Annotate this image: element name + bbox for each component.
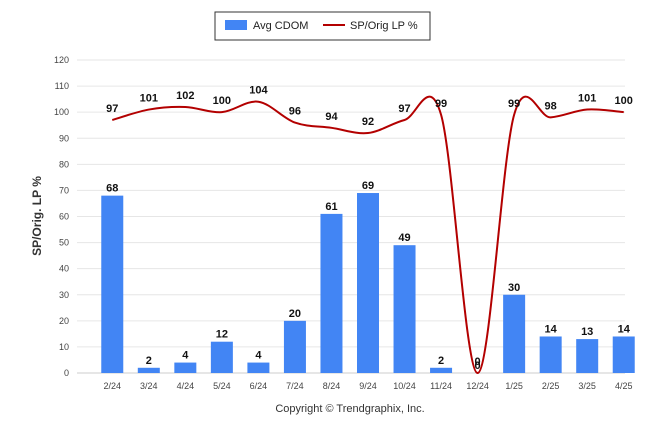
line-value-label: 100 [615, 95, 633, 107]
bar [174, 362, 197, 373]
line-value-label: 97 [106, 103, 118, 115]
bar-series [101, 193, 635, 373]
x-tick-label: 12/24 [466, 381, 489, 391]
line-value-label: 102 [176, 90, 194, 102]
bar-value-label: 4 [182, 350, 189, 362]
y-tick-label: 90 [59, 133, 69, 143]
bar [357, 193, 379, 373]
legend-line-label: SP/Orig LP % [350, 20, 418, 32]
bar-value-label: 20 [289, 308, 301, 320]
y-tick-label: 70 [59, 185, 69, 195]
line-value-label: 101 [578, 93, 596, 105]
x-tick-label: 2/25 [542, 381, 560, 391]
y-tick-label: 30 [59, 290, 69, 300]
y-tick-label: 110 [55, 81, 69, 91]
line-value-label: 99 [508, 98, 520, 110]
y-tick-label: 100 [54, 107, 69, 117]
bar [283, 320, 306, 373]
bar-value-label: 4 [255, 350, 262, 362]
x-tick-label: 3/24 [140, 381, 158, 391]
line-value-label: 101 [140, 93, 158, 105]
line-value-label: 99 [435, 98, 447, 110]
bar [612, 336, 635, 373]
bar-value-label: 14 [545, 323, 558, 335]
bar [247, 362, 270, 373]
x-tick-label: 3/25 [578, 381, 596, 391]
bar [210, 341, 233, 373]
y-axis-ticks: 0 10 20 30 40 50 60 70 80 90 100 110 120 [54, 55, 69, 378]
x-tick-label: 4/24 [177, 381, 195, 391]
bar-value-label: 61 [325, 201, 337, 213]
line-value-label: 98 [545, 100, 557, 112]
x-tick-label: 11/24 [430, 381, 452, 391]
x-tick-label: 10/24 [393, 381, 416, 391]
y-tick-label: 80 [59, 159, 69, 169]
y-tick-label: 50 [59, 238, 69, 248]
bar [137, 367, 160, 373]
bar-value-label: 2 [438, 355, 444, 367]
y-tick-label: 20 [59, 316, 69, 326]
line-series [111, 95, 624, 375]
bar [539, 336, 562, 373]
bar [430, 367, 453, 373]
grid [77, 59, 625, 374]
legend: Avg CDOM SP/Orig LP % [214, 11, 431, 41]
y-axis-title: SP/Orig. LP % [30, 176, 44, 256]
copyright-credit: Copyright © Trendgraphix, Inc. [275, 403, 424, 415]
x-tick-label: 8/24 [323, 381, 341, 391]
bar [576, 339, 599, 373]
x-tick-label: 5/24 [213, 381, 231, 391]
line-value-label: 97 [398, 103, 410, 115]
bar-value-label: 13 [581, 326, 593, 338]
legend-bar-swatch [225, 20, 247, 30]
bar-value-label: 68 [106, 183, 118, 195]
line-value-label: 94 [325, 111, 338, 123]
line-value-label: 100 [213, 95, 231, 107]
bar-value-label: 30 [508, 282, 520, 294]
line-value-label: 96 [289, 106, 301, 118]
bar-value-label: 2 [146, 355, 152, 367]
x-tick-label: 6/24 [250, 381, 268, 391]
x-axis-ticks: 2/24 3/24 4/24 5/24 6/24 7/24 8/24 9/24 10/24 11/… [104, 381, 633, 391]
y-tick-label: 10 [59, 342, 69, 352]
y-tick-label: 60 [59, 212, 69, 222]
bar [503, 294, 526, 373]
line-value-label: 104 [249, 85, 268, 97]
sp-orig-lp-line [111, 95, 624, 375]
x-tick-label: 2/24 [104, 381, 122, 391]
legend-box [214, 11, 431, 41]
bar-value-label: 12 [216, 329, 228, 341]
legend-bar-label: Avg CDOM [253, 20, 308, 32]
bar-value-label: 14 [618, 323, 631, 335]
bar [393, 245, 416, 373]
line-value-label: 92 [362, 116, 374, 128]
bar-value-label: 0 [475, 360, 481, 372]
bar-value-label: 69 [362, 180, 374, 192]
x-tick-label: 7/24 [286, 381, 304, 391]
x-tick-label: 4/25 [615, 381, 633, 391]
line-value-label: 0 [475, 356, 481, 368]
bar [320, 213, 343, 373]
y-tick-label: 40 [59, 264, 69, 274]
bar [101, 195, 124, 373]
y-tick-label: 0 [64, 368, 69, 378]
x-tick-label: 1/25 [505, 381, 523, 391]
x-tick-label: 9/24 [359, 381, 377, 391]
y-tick-label: 120 [54, 55, 69, 65]
bar-value-label: 49 [398, 232, 410, 244]
